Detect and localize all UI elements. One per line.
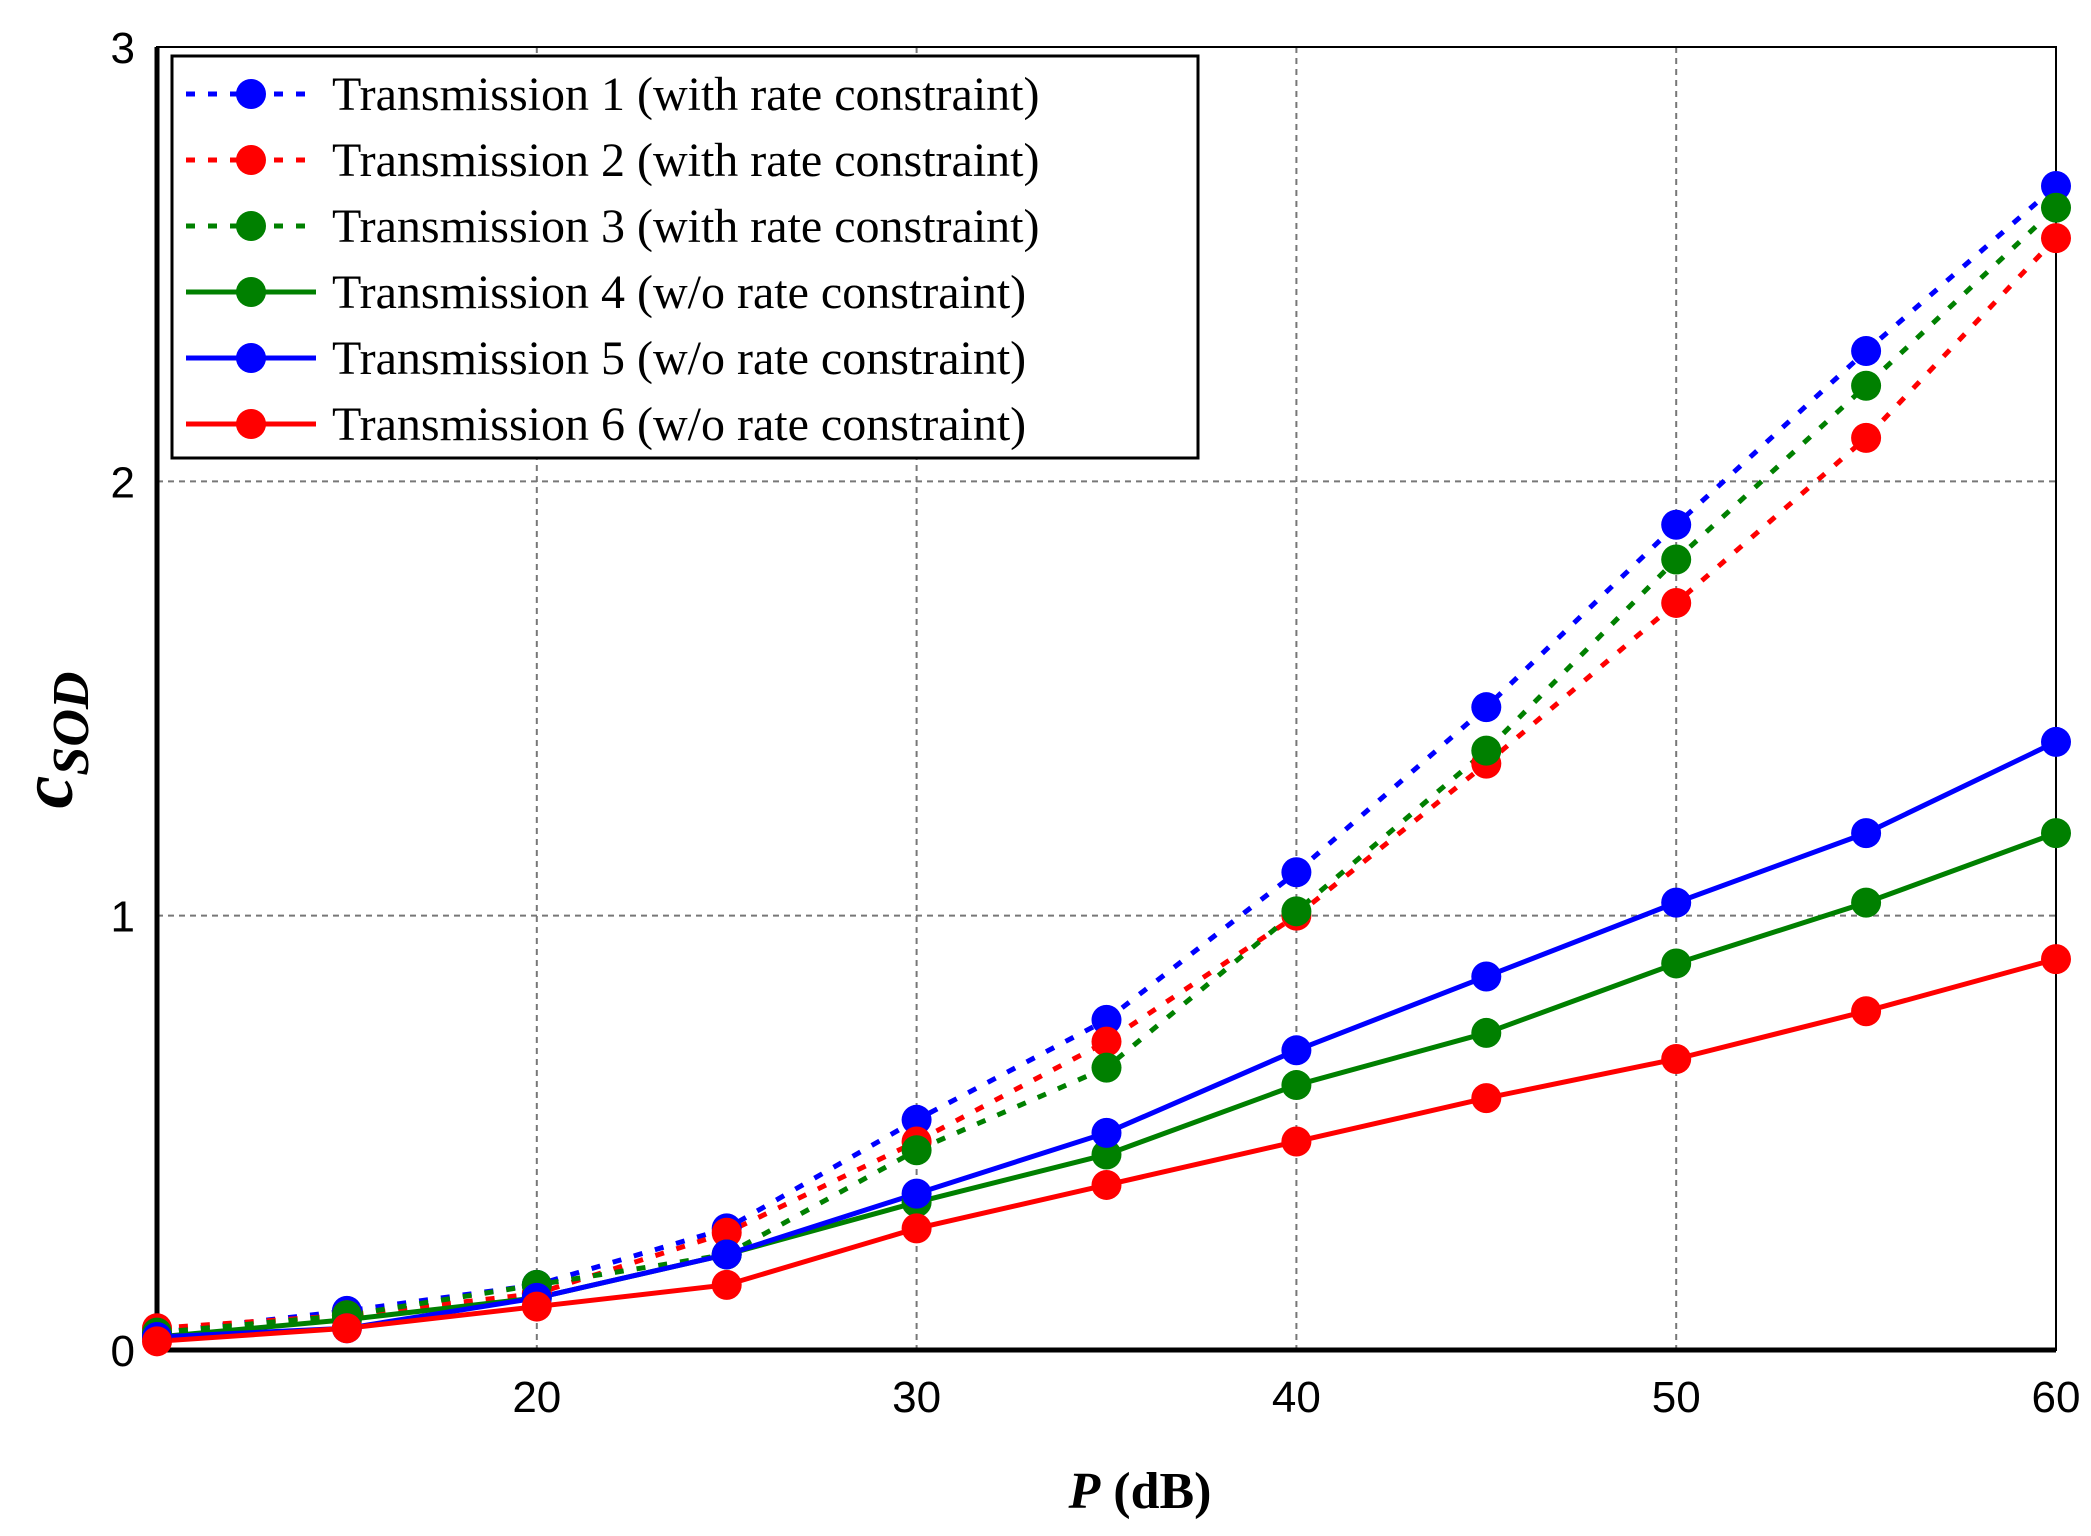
- y-tick-label: 2: [111, 458, 135, 507]
- data-point-series-6: [1471, 1083, 1502, 1114]
- data-point-series-4: [1851, 887, 1882, 918]
- y-tick-label: 0: [111, 1327, 135, 1376]
- data-point-series-1: [1471, 692, 1502, 723]
- legend: Transmission 1 (with rate constraint) Tra…: [170, 54, 1200, 460]
- data-point-series-4: [1471, 1017, 1502, 1048]
- y-tick-label: 3: [111, 24, 135, 73]
- data-point-series-6: [711, 1269, 742, 1300]
- series-line-2: [156, 236, 2058, 1331]
- legend-box: [170, 54, 1200, 460]
- data-point-series-2: [1661, 587, 1692, 618]
- data-point-series-3: [1091, 1052, 1122, 1083]
- data-point-series-1: [1851, 336, 1882, 367]
- y-axis-title-sub: SOD: [43, 672, 100, 776]
- data-point-series-1: [1281, 857, 1312, 888]
- data-point-series-6: [1091, 1169, 1122, 1200]
- y-axis-title-main: c: [7, 776, 89, 809]
- data-point-series-3: [2041, 192, 2071, 223]
- data-point-series-3: [901, 1135, 932, 1166]
- data-point-series-5: [2041, 726, 2071, 757]
- y-axis-title: cSOD: [7, 672, 100, 809]
- data-point-series-6: [1851, 996, 1882, 1027]
- data-point-series-6: [142, 1326, 172, 1357]
- data-point-series-4: [1661, 948, 1692, 979]
- data-point-series-4: [1091, 1139, 1122, 1170]
- x-axis-title-unit: (dB): [1113, 1463, 1211, 1520]
- x-tick-label: 50: [1652, 1373, 1701, 1422]
- legend-label-3: Transmission 3 (with rate constraint): [332, 200, 1039, 253]
- data-point-series-5: [1091, 1117, 1122, 1148]
- x-tick-label: 60: [2032, 1373, 2081, 1422]
- data-point-series-5: [1281, 1035, 1312, 1066]
- grid-lines: [157, 47, 2056, 1350]
- data-point-series-6: [521, 1291, 552, 1322]
- data-point-series-3: [1851, 370, 1882, 401]
- data-point-series-3: [1281, 896, 1312, 927]
- x-axis-title-main: P: [1067, 1463, 1101, 1520]
- data-point-series-5: [1851, 818, 1882, 849]
- data-point-series-6: [2041, 944, 2071, 975]
- legend-marker-2: [236, 145, 266, 175]
- data-point-series-5: [1661, 887, 1692, 918]
- legend-marker-1: [236, 79, 266, 109]
- legend-marker-3: [236, 211, 266, 241]
- data-point-series-1: [1091, 1004, 1122, 1035]
- data-point-series-1: [1661, 509, 1692, 540]
- data-point-series-4: [2041, 818, 2071, 849]
- legend-label-1: Transmission 1 (with rate constraint): [332, 68, 1039, 121]
- x-tick-label: 30: [892, 1373, 941, 1422]
- legend-label-5: Transmission 5 (w/o rate constraint): [332, 332, 1026, 385]
- data-point-series-6: [1661, 1043, 1692, 1074]
- x-tick-label: 40: [1272, 1373, 1321, 1422]
- data-point-series-2: [711, 1217, 742, 1248]
- data-point-series-5: [1471, 961, 1502, 992]
- series-layer: [142, 170, 2071, 1357]
- legend-label-2: Transmission 2 (with rate constraint): [332, 134, 1039, 187]
- data-point-series-4: [1281, 1070, 1312, 1101]
- series-line-3: [156, 205, 2058, 1336]
- data-point-series-6: [331, 1313, 362, 1344]
- legend-marker-6: [236, 409, 266, 439]
- data-point-series-6: [1281, 1126, 1312, 1157]
- data-point-series-3: [1471, 735, 1502, 766]
- tick-labels: 20 30 40 50 60 0 1 2 3: [111, 24, 2081, 1422]
- x-tick-label: 20: [512, 1373, 561, 1422]
- legend-label-6: Transmission 6 (w/o rate constraint): [332, 398, 1026, 451]
- data-point-series-6: [901, 1213, 932, 1244]
- data-point-series-1: [2041, 170, 2071, 201]
- legend-marker-4: [236, 277, 266, 307]
- data-point-series-2: [2041, 223, 2071, 254]
- data-point-series-5: [901, 1178, 932, 1209]
- x-axis-title: P (dB): [1067, 1463, 1211, 1520]
- legend-marker-5: [236, 343, 266, 373]
- data-point-series-3: [1661, 544, 1692, 575]
- y-tick-label: 1: [111, 893, 135, 942]
- data-point-series-1: [901, 1104, 932, 1135]
- x-axis-title-gap: [1100, 1463, 1113, 1520]
- series-line-4: [156, 830, 2057, 1340]
- data-point-series-2: [1091, 1026, 1122, 1057]
- data-point-series-5: [711, 1239, 742, 1270]
- legend-label-4: Transmission 4 (w/o rate constraint): [332, 266, 1026, 319]
- data-point-series-2: [1851, 422, 1882, 453]
